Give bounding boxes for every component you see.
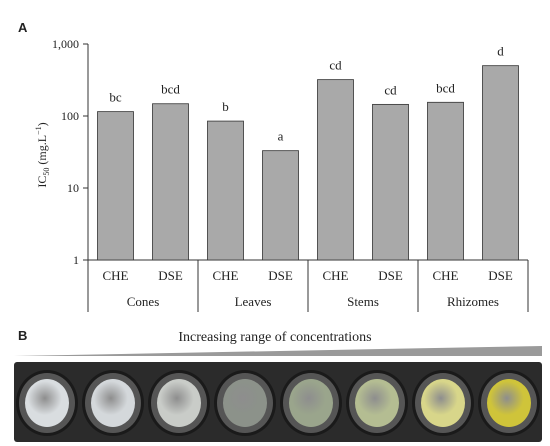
sample-well — [478, 370, 540, 436]
sample-well — [148, 370, 210, 436]
bar — [152, 103, 189, 261]
well-solution — [157, 379, 201, 427]
significance-label: b — [222, 99, 229, 114]
y-tick-label: 10 — [67, 181, 79, 195]
category-label: DSE — [488, 268, 513, 283]
y-axis-label-units: (mg.L — [35, 135, 49, 168]
category-label: DSE — [158, 268, 183, 283]
bar — [372, 103, 409, 261]
y-axis-label-sub: 50 — [42, 168, 51, 176]
category-label: CHE — [213, 268, 239, 283]
y-axis-label: IC50 (mg.L−1) — [34, 122, 51, 187]
group-label: Leaves — [235, 294, 272, 309]
significance-label: bcd — [161, 82, 180, 97]
well-solution — [355, 379, 399, 427]
y-tick-label: 100 — [61, 109, 79, 123]
panel-b-letter: B — [18, 328, 27, 343]
bar — [262, 150, 299, 261]
concentration-gradient-wedge — [14, 346, 542, 356]
y-axis-label-sup: −1 — [34, 126, 43, 135]
well-plate-photo — [14, 362, 542, 442]
sample-well — [346, 370, 408, 436]
y-axis-label-close: ) — [35, 122, 49, 126]
significance-label: cd — [384, 82, 397, 97]
category-label: DSE — [378, 268, 403, 283]
well-solution — [421, 379, 465, 427]
label-layer: bc CHE bcd DSE b CHE a DSE cd CHE cd DSE bcd CHE d DSE C… — [103, 44, 513, 309]
bar — [317, 79, 354, 261]
category-label: CHE — [323, 268, 349, 283]
well-solution — [25, 379, 69, 427]
group-label: Stems — [347, 294, 379, 309]
gradient-label: Increasing range of concentrations — [178, 330, 372, 345]
significance-label: cd — [329, 58, 342, 73]
sample-well — [82, 370, 144, 436]
significance-label: bcd — [436, 80, 455, 95]
bar — [427, 101, 464, 261]
well-solution — [223, 379, 267, 427]
sample-well — [16, 370, 78, 436]
sample-well — [412, 370, 474, 436]
y-axis-label-main: IC — [35, 176, 49, 188]
sample-well — [214, 370, 276, 436]
category-label: DSE — [268, 268, 293, 283]
significance-label: d — [497, 44, 504, 59]
panel-b-header: B — [14, 328, 542, 356]
category-label: CHE — [433, 268, 459, 283]
sample-well — [280, 370, 342, 436]
category-label: CHE — [103, 268, 129, 283]
y-tick-label: 1 — [73, 253, 79, 267]
well-solution — [487, 379, 531, 427]
well-solution — [289, 379, 333, 427]
significance-label: bc — [109, 90, 122, 105]
bar — [482, 65, 519, 261]
bar — [207, 120, 244, 261]
group-label: Rhizomes — [447, 294, 499, 309]
y-tick-label: 1,000 — [52, 37, 79, 51]
significance-label: a — [278, 129, 284, 144]
bar-series — [97, 65, 519, 261]
group-label: Cones — [127, 294, 160, 309]
bar — [97, 111, 134, 261]
well-solution — [91, 379, 135, 427]
panel-a-letter: A — [18, 20, 28, 35]
